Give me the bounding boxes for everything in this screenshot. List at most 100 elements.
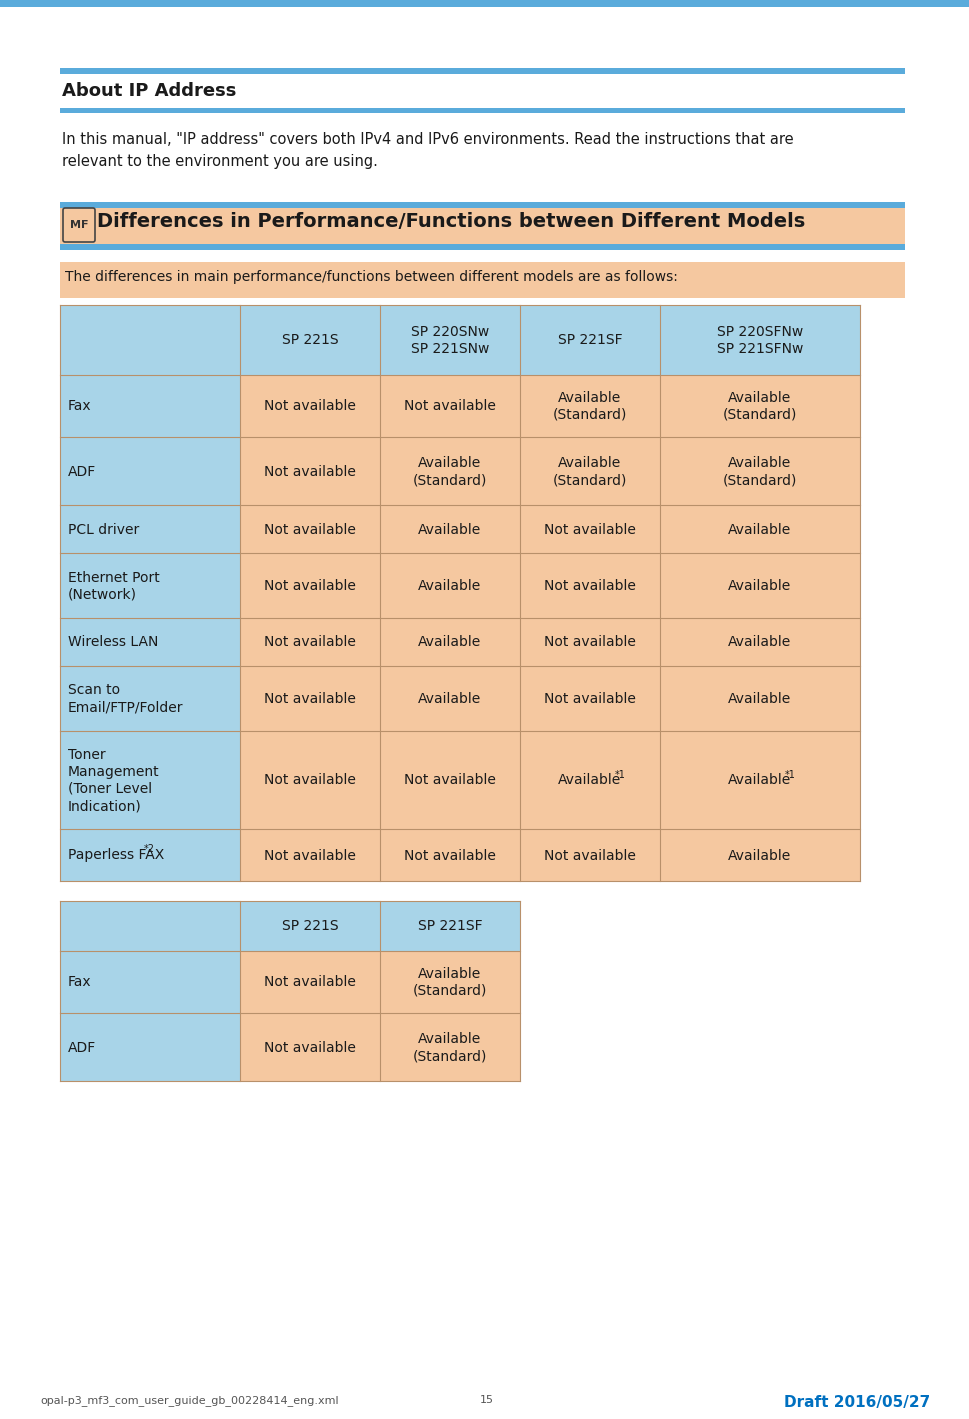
Bar <box>60 951 239 1013</box>
Text: Not available: Not available <box>264 975 356 989</box>
Text: Not available: Not available <box>544 636 636 650</box>
Bar <box>60 553 239 619</box>
Bar <box>60 666 239 731</box>
Bar <box>60 505 239 553</box>
Text: (Toner Level: (Toner Level <box>68 782 152 796</box>
Text: ADF: ADF <box>68 464 96 478</box>
Text: Toner: Toner <box>68 748 106 762</box>
Text: Available: Available <box>418 692 482 707</box>
Text: *1: *1 <box>784 769 795 779</box>
Text: Not available: Not available <box>264 1040 356 1054</box>
Text: (Standard): (Standard) <box>552 473 627 487</box>
Text: Not available: Not available <box>544 849 636 863</box>
Bar <box>60 437 239 505</box>
Bar <box>60 731 239 829</box>
Text: Ethernet Port: Ethernet Port <box>68 570 160 585</box>
Text: SP 221S: SP 221S <box>281 333 338 348</box>
Text: SP 221S: SP 221S <box>281 920 338 934</box>
Text: Available: Available <box>728 636 791 650</box>
Text: Available: Available <box>728 692 791 707</box>
Text: Available: Available <box>728 392 791 404</box>
Text: Draft 2016/05/27: Draft 2016/05/27 <box>783 1395 929 1410</box>
Text: SP 221SFNw: SP 221SFNw <box>716 342 802 356</box>
Bar <box>60 263 904 298</box>
Bar <box>60 901 519 951</box>
Text: Not available: Not available <box>264 522 356 536</box>
Text: Available: Available <box>728 579 791 593</box>
Bar <box>60 619 239 666</box>
Text: Scan to: Scan to <box>68 684 120 698</box>
Text: Available: Available <box>728 773 791 788</box>
Text: Paperless FAX: Paperless FAX <box>68 849 164 863</box>
Text: Available: Available <box>558 455 621 470</box>
Text: Indication): Indication) <box>68 799 141 813</box>
Text: Differences in Performance/Functions between Different Models: Differences in Performance/Functions bet… <box>97 211 804 231</box>
Text: Available: Available <box>728 849 791 863</box>
Text: (Standard): (Standard) <box>722 409 797 421</box>
Text: SP 221SF: SP 221SF <box>557 333 622 348</box>
Text: 15: 15 <box>480 1395 493 1405</box>
Text: PCL driver: PCL driver <box>68 522 140 536</box>
Text: Available: Available <box>418 455 482 470</box>
Text: Not available: Not available <box>264 692 356 707</box>
Bar <box>60 901 519 1081</box>
Text: (Standard): (Standard) <box>413 983 486 998</box>
Bar <box>60 305 860 375</box>
Text: In this manual, "IP address" covers both IPv4 and IPv6 environments. Read the in: In this manual, "IP address" covers both… <box>62 132 793 148</box>
Bar <box>60 201 904 250</box>
Text: SP 221SNw: SP 221SNw <box>411 342 488 356</box>
Text: Wireless LAN: Wireless LAN <box>68 636 158 650</box>
Text: SP 221SF: SP 221SF <box>418 920 482 934</box>
Text: Fax: Fax <box>68 975 91 989</box>
Text: Not available: Not available <box>544 692 636 707</box>
Text: The differences in main performance/functions between different models are as fo: The differences in main performance/func… <box>65 270 677 284</box>
Text: Not available: Not available <box>404 400 495 413</box>
Text: Fax: Fax <box>68 400 91 413</box>
Bar <box>60 68 904 74</box>
Text: Available: Available <box>418 966 482 981</box>
Bar <box>60 201 904 209</box>
Bar <box>60 244 904 250</box>
Text: Available: Available <box>558 773 621 788</box>
Bar <box>60 305 860 881</box>
Bar <box>0 0 969 7</box>
Text: Management: Management <box>68 765 160 779</box>
Text: opal-p3_mf3_com_user_guide_gb_00228414_eng.xml: opal-p3_mf3_com_user_guide_gb_00228414_e… <box>40 1395 338 1406</box>
Text: MF: MF <box>70 220 88 230</box>
Text: relevant to the environment you are using.: relevant to the environment you are usin… <box>62 155 378 169</box>
Bar <box>60 375 239 437</box>
Text: (Standard): (Standard) <box>413 473 486 487</box>
Text: Not available: Not available <box>544 579 636 593</box>
Text: Not available: Not available <box>264 464 356 478</box>
Text: Not available: Not available <box>264 400 356 413</box>
Text: (Standard): (Standard) <box>413 1049 486 1063</box>
Text: SP 220SNw: SP 220SNw <box>411 325 488 339</box>
Bar <box>60 1013 239 1081</box>
Text: Available: Available <box>558 392 621 404</box>
Text: About IP Address: About IP Address <box>62 82 236 99</box>
Text: Available: Available <box>728 455 791 470</box>
Text: Email/FTP/Folder: Email/FTP/Folder <box>68 701 183 715</box>
Text: Available: Available <box>418 579 482 593</box>
Text: *2: *2 <box>143 844 154 854</box>
Text: Not available: Not available <box>544 522 636 536</box>
Text: (Standard): (Standard) <box>722 473 797 487</box>
Text: (Network): (Network) <box>68 587 137 602</box>
Text: Available: Available <box>728 522 791 536</box>
Text: Not available: Not available <box>264 849 356 863</box>
Text: Not available: Not available <box>264 773 356 788</box>
Text: Available: Available <box>418 636 482 650</box>
Text: Available: Available <box>418 1032 482 1046</box>
Text: SP 220SFNw: SP 220SFNw <box>716 325 802 339</box>
Bar <box>60 829 239 881</box>
Text: (Standard): (Standard) <box>552 409 627 421</box>
Text: Not available: Not available <box>264 579 356 593</box>
Text: *1: *1 <box>614 769 625 779</box>
FancyBboxPatch shape <box>63 209 95 243</box>
Text: Available: Available <box>418 522 482 536</box>
Text: ADF: ADF <box>68 1040 96 1054</box>
Text: Not available: Not available <box>404 773 495 788</box>
Text: Not available: Not available <box>264 636 356 650</box>
Bar <box>60 108 904 114</box>
Text: Not available: Not available <box>404 849 495 863</box>
